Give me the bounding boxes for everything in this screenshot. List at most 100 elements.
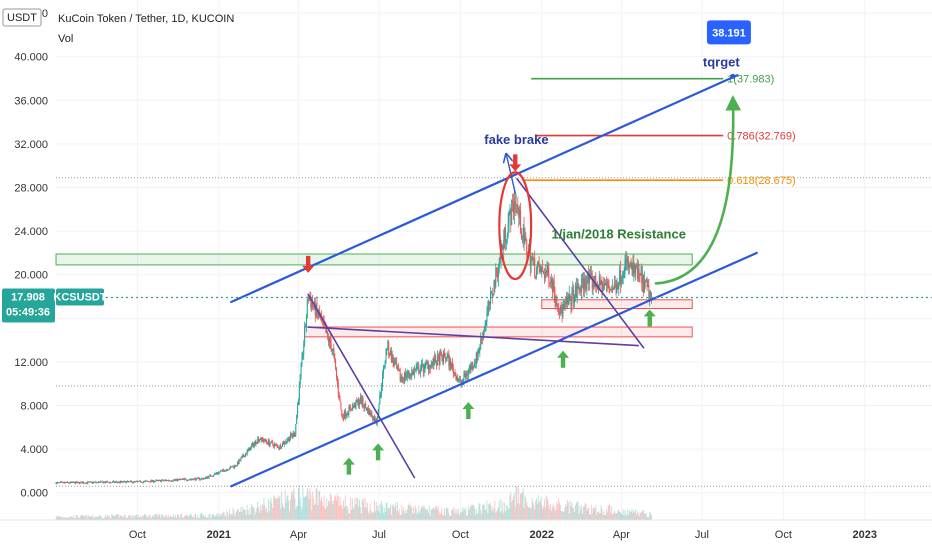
candle-body [577, 286, 579, 288]
volume-bar [382, 505, 384, 520]
candle-body [247, 450, 249, 451]
time-tick-label: Jul [695, 529, 709, 541]
candle-body [113, 481, 115, 483]
candle-body [204, 477, 206, 479]
volume-bar [299, 497, 301, 520]
candle-body [600, 280, 602, 285]
candle-body [488, 301, 490, 309]
candle-body [406, 374, 408, 377]
volume-bar [110, 518, 112, 520]
candle-body [429, 365, 431, 369]
volume-bar [643, 513, 645, 520]
volume-bar [420, 507, 422, 520]
candle-body [158, 480, 160, 481]
volume-bar [468, 510, 470, 520]
candle-body [297, 405, 299, 415]
volume-bar [446, 508, 448, 520]
time-tick-label: Oct [129, 529, 146, 541]
volume-bar [67, 516, 69, 520]
volume-bar [646, 516, 648, 520]
candle-body [631, 264, 633, 269]
candle-body [397, 366, 399, 371]
candle-body [69, 481, 71, 484]
volume-bar [198, 517, 200, 520]
up-arrow-shape [342, 457, 355, 475]
candle-body [446, 356, 448, 359]
volume-bar [83, 516, 85, 520]
volume-bar [135, 516, 137, 520]
volume-bar [154, 513, 156, 520]
volume-bar [138, 517, 140, 520]
grid [56, 0, 932, 520]
volume-bar [520, 493, 522, 520]
volume-bar [184, 514, 186, 520]
candle-body [454, 372, 456, 374]
candle-body [197, 477, 199, 479]
candle-body [351, 409, 353, 411]
candle-body [389, 350, 391, 356]
volume-bar [182, 517, 184, 520]
volume-bar [376, 506, 378, 520]
candle-body [59, 482, 61, 483]
volume-bar [70, 515, 72, 520]
candle-body [256, 442, 258, 444]
fib-level-label: 1(37.983) [727, 74, 774, 86]
volume-bar [534, 509, 536, 520]
volume-bar [537, 494, 539, 520]
volume-bar [78, 517, 80, 520]
candle-body [458, 380, 460, 382]
time-axis[interactable]: Oct 2021 Apr Jul Oct 2022 Apr Jul Oct 2023 [129, 529, 877, 541]
volume-bar [525, 497, 527, 520]
candle-body [517, 205, 519, 209]
candle-body [83, 483, 85, 484]
candle-body [324, 325, 326, 327]
volume-bar [526, 502, 528, 520]
candle-body [98, 482, 100, 483]
volume-bar [460, 512, 462, 520]
candle-body [191, 479, 193, 481]
volume-bar [520, 493, 522, 520]
candle-body [342, 415, 344, 418]
candle-body [420, 363, 422, 370]
candle-body [502, 245, 504, 249]
candle-body [639, 273, 641, 275]
volume-bar [634, 512, 636, 520]
candle-body [646, 281, 648, 288]
volume-bar [612, 513, 614, 520]
candle-body [129, 481, 131, 482]
volume-bar [379, 513, 381, 520]
channel-upper [230, 74, 739, 304]
volume-bar [307, 491, 309, 520]
volume-bar [601, 508, 603, 520]
volume-bar [594, 508, 596, 520]
volume-bar [612, 515, 614, 520]
volume-bar [346, 506, 348, 520]
candle-body [179, 479, 181, 480]
volume-bar [212, 514, 214, 520]
candle-body [75, 481, 77, 483]
volume-bar [55, 517, 57, 520]
volume-bar [438, 511, 440, 520]
volume-bar [427, 510, 429, 520]
volume-bar [74, 518, 76, 520]
candle-body [343, 417, 345, 419]
candle-body [534, 258, 536, 276]
candle-body [495, 268, 497, 287]
volume-bar [296, 506, 298, 520]
volume-bar [420, 509, 422, 520]
volume-bar [452, 507, 454, 520]
candle-body [288, 438, 290, 441]
volume-bar [189, 515, 191, 520]
volume-bar [174, 515, 176, 520]
candle-body [484, 324, 486, 330]
candle-body [289, 434, 291, 439]
volume-bar [603, 511, 605, 520]
volume-bar [259, 505, 261, 520]
candle-body [71, 481, 73, 483]
volume-bar [463, 507, 465, 520]
volume-bar [644, 513, 646, 520]
volume-bar [149, 514, 151, 520]
candle-body [498, 258, 500, 269]
volume-bar [213, 513, 215, 520]
